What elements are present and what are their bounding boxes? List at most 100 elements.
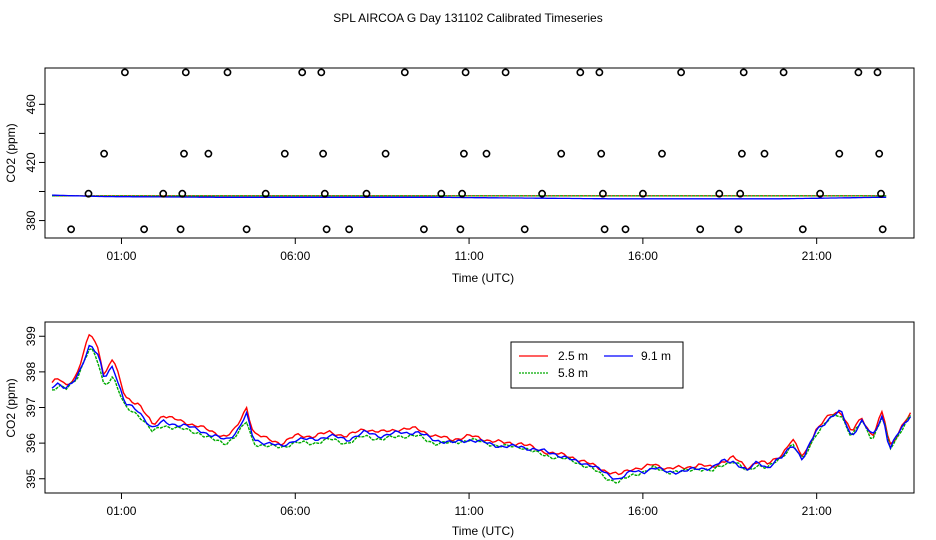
legend-box (510, 341, 684, 389)
data-point (261, 189, 270, 198)
y-tick-label-460: 460 (24, 94, 38, 114)
data-point (696, 225, 705, 234)
data-point (816, 189, 824, 198)
data-point (223, 68, 232, 77)
y-tick-label-395: 395 (24, 468, 38, 488)
data-point (298, 68, 307, 77)
data-point (538, 189, 546, 198)
y-tick-label-397: 397 (24, 397, 38, 417)
data-point (878, 225, 887, 234)
data-point (320, 189, 329, 198)
x-tick-label-1: 01:00 (106, 249, 136, 263)
top-panel-xlabel: Time (UTC) (452, 271, 514, 285)
data-point (459, 149, 468, 158)
data-point (482, 149, 491, 158)
x-tick-label-6: 06:00 (280, 504, 310, 518)
data-point (67, 225, 75, 234)
x-tick-label-1: 01:00 (106, 504, 136, 518)
legend: 2.5 m 9.1 m 5.8 m (510, 341, 684, 389)
x-tick-label-11: 11:00 (455, 504, 484, 518)
data-point (456, 225, 465, 234)
data-point (381, 149, 390, 158)
data-point (178, 189, 187, 198)
data-point (576, 68, 585, 77)
data-point (181, 68, 190, 77)
data-point (875, 149, 884, 158)
data-point (734, 225, 743, 234)
data-point (738, 149, 746, 158)
legend-label-9-1m: 9.1 m (641, 349, 671, 363)
data-point (639, 189, 647, 198)
x-tick-label-16: 16:00 (628, 249, 658, 263)
data-point (121, 68, 129, 77)
data-point (322, 225, 331, 234)
x-tick-label-21: 21:00 (802, 504, 832, 518)
series-line-2-5-m (51, 333, 912, 476)
top-panel-series (51, 194, 887, 200)
data-point (242, 225, 251, 234)
data-point (736, 189, 745, 198)
data-point (798, 225, 807, 234)
data-point (658, 149, 666, 158)
data-point (362, 189, 371, 198)
series-line-5-8-m (51, 347, 912, 484)
legend-label-2-5m: 2.5 m (558, 349, 588, 363)
data-point (597, 149, 606, 158)
data-point (180, 149, 188, 158)
legend-label-5-8m: 5.8 m (558, 366, 588, 380)
y-tick-label-380: 380 (24, 210, 38, 230)
data-point (600, 225, 609, 234)
data-point (400, 68, 409, 77)
bottom-panel: CO2 (ppm) Time (UTC) 395 396 397 398 399 01:… (4, 321, 915, 538)
x-tick-label-16: 16:00 (628, 504, 658, 518)
data-point (176, 225, 185, 234)
data-point (739, 68, 748, 77)
data-point (715, 189, 724, 198)
data-point (873, 68, 882, 77)
top-panel-x-axis: 01:00 06:00 11:00 16:00 21:00 (106, 238, 832, 263)
data-point (345, 225, 353, 234)
data-point (461, 68, 470, 77)
top-panel-y-axis: 380 420 460 (24, 94, 45, 231)
bottom-panel-frame (44, 321, 915, 494)
top-panel-ylabel: CO2 (ppm) (4, 123, 18, 182)
x-tick-label-11: 11:00 (455, 249, 484, 263)
data-point (677, 68, 685, 77)
data-point (280, 149, 289, 158)
data-point (595, 68, 604, 77)
data-point (458, 189, 466, 198)
data-point (779, 68, 788, 77)
data-point (204, 149, 213, 158)
data-point (520, 225, 529, 234)
bottom-panel-y-axis: 395 396 397 398 399 (24, 326, 45, 489)
data-point (437, 189, 446, 198)
data-point (140, 225, 148, 234)
data-point (835, 149, 844, 158)
data-point (319, 149, 327, 158)
data-point (621, 225, 630, 234)
top-panel-points (67, 68, 887, 234)
data-point (557, 149, 566, 158)
y-tick-label-420: 420 (24, 152, 38, 172)
data-point (760, 149, 769, 158)
data-point (159, 189, 168, 198)
y-tick-label-398: 398 (24, 362, 38, 382)
data-point (84, 189, 93, 198)
top-panel-frame (44, 67, 915, 239)
series-line-9-1-m (51, 344, 912, 480)
data-point (599, 189, 607, 198)
y-tick-label-396: 396 (24, 433, 38, 453)
x-tick-label-6: 06:00 (280, 249, 310, 263)
chart-title: SPL AIRCOA G Day 131102 Calibrated Times… (333, 11, 602, 25)
x-tick-label-21: 21:00 (802, 249, 832, 263)
data-point (854, 68, 863, 77)
bottom-panel-series (51, 333, 912, 484)
data-point (100, 149, 108, 158)
series-line-2 (51, 194, 887, 200)
top-panel: CO2 (ppm) Time (UTC) 380 420 460 01:00 06:0… (4, 67, 915, 285)
data-point (317, 68, 326, 77)
bottom-panel-x-axis: 01:00 06:00 11:00 16:00 21:00 (106, 493, 832, 518)
data-point (877, 189, 885, 198)
y-tick-label-399: 399 (24, 326, 38, 346)
